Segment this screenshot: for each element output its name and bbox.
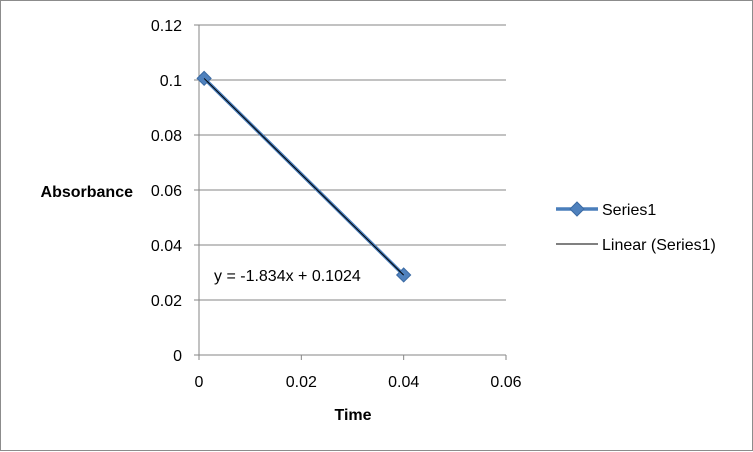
- y-tick-label: 0.06: [151, 183, 182, 200]
- y-tick-label: 0.1: [160, 73, 182, 90]
- y-tick-label: 0.08: [151, 128, 182, 145]
- data-point: [196, 70, 212, 87]
- legend-trendline-label: Linear (Series1): [602, 237, 716, 254]
- x-tick-label: 0: [195, 374, 204, 391]
- trendline-layer: [203, 78, 405, 276]
- trendline-equation: y = -1.834x + 0.1024: [214, 268, 361, 285]
- x-tick-label: 0.06: [490, 374, 521, 391]
- x-axis-title: Time: [334, 407, 371, 424]
- x-tick-labels: 0 0.02 0.04 0.06: [195, 374, 522, 391]
- y-tick-label: 0: [173, 348, 182, 365]
- x-tick-label: 0.02: [286, 374, 317, 391]
- y-axis-title: Absorbance: [41, 184, 134, 201]
- gridlines: [194, 24, 507, 360]
- legend-series1-label: Series1: [602, 202, 656, 219]
- y-tick-label: 0.04: [151, 238, 182, 255]
- x-tick-label: 0.04: [388, 374, 419, 391]
- y-tick-label: 0.02: [151, 293, 182, 310]
- trendline: [203, 78, 405, 276]
- legend-item-linear-series1: Linear (Series1): [556, 237, 716, 254]
- legend: Series1 Linear (Series1): [556, 201, 716, 254]
- legend-series1-marker: [569, 201, 585, 217]
- y-tick-labels: 0 0.02 0.04 0.06 0.08 0.1 0.12: [151, 18, 182, 365]
- legend-item-series1: Series1: [556, 201, 656, 219]
- y-tick-label: 0.12: [151, 18, 182, 35]
